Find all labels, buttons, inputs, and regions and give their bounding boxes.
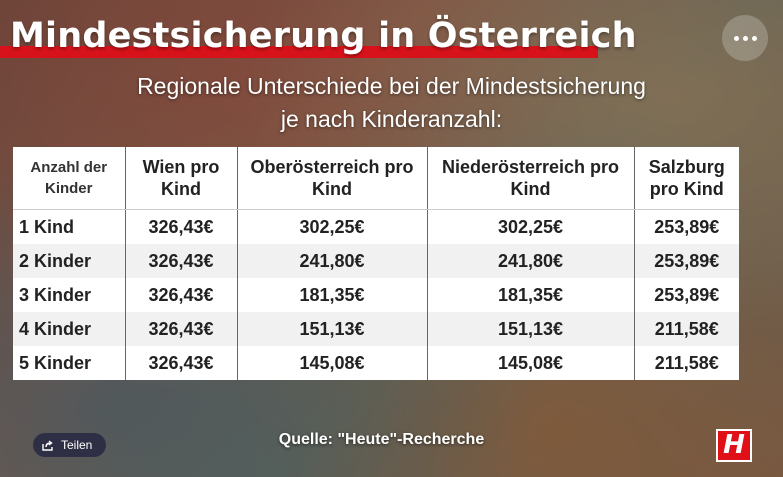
- table-cell: 302,25€: [236, 209, 427, 244]
- table-cell: 326,43€: [124, 312, 237, 346]
- more-options-icon: [733, 35, 739, 41]
- subtitle-line-2: je nach Kinderanzahl:: [280, 106, 503, 132]
- table-cell: 151,13€: [236, 312, 427, 346]
- column-header: Niederösterreich pro Kind: [426, 147, 634, 210]
- table-cell: 211,58€: [633, 312, 739, 346]
- source-caption: Quelle: "Heute"-Recherche: [278, 431, 485, 448]
- table-row: 3 Kinder 326,43€ 181,35€ 181,35€ 253,89€: [13, 278, 739, 312]
- more-options-button[interactable]: [722, 15, 768, 61]
- column-header: Salzburg pro Kind: [633, 147, 739, 210]
- table-cell: 241,80€: [236, 244, 427, 278]
- table-cell: 211,58€: [633, 346, 739, 380]
- table-row: 5 Kinder 326,43€ 145,08€ 145,08€ 211,58€: [13, 346, 739, 380]
- table-cell: 326,43€: [124, 209, 237, 244]
- table-cell: 302,25€: [426, 209, 634, 244]
- table-cell: 151,13€: [426, 312, 634, 346]
- row-label: 2 Kinder: [13, 244, 125, 278]
- column-header: Anzahl der Kinder: [13, 147, 125, 210]
- share-button[interactable]: Teilen: [33, 433, 106, 457]
- table-cell: 253,89€: [633, 278, 739, 312]
- table-cell: 181,35€: [426, 278, 634, 312]
- table-cell: 241,80€: [426, 244, 634, 278]
- table-cell: 253,89€: [633, 244, 739, 278]
- column-header: Wien pro Kind: [124, 147, 237, 210]
- table-cell: 326,43€: [124, 346, 237, 380]
- table-row: 2 Kinder 326,43€ 241,80€ 241,80€ 253,89€: [13, 244, 739, 278]
- data-table: Anzahl der Kinder Wien pro Kind Oberöste…: [13, 147, 739, 380]
- table-header-row: Anzahl der Kinder Wien pro Kind Oberöste…: [13, 147, 739, 210]
- table-cell: 326,43€: [124, 278, 237, 312]
- table-cell: 253,89€: [633, 209, 739, 244]
- table-cell: 326,43€: [124, 244, 237, 278]
- table-row: 1 Kind 326,43€ 302,25€ 302,25€ 253,89€: [13, 209, 739, 244]
- row-label: 3 Kinder: [19, 284, 92, 305]
- page-title: Mindestsicherung in Österreich: [10, 16, 637, 56]
- title-underline: [0, 46, 598, 58]
- row-label: 1 Kind: [19, 216, 75, 237]
- table-row: 4 Kinder 326,43€ 151,13€ 151,13€ 211,58€: [13, 312, 739, 346]
- table-cell: 145,08€: [236, 346, 427, 380]
- table-cell: 181,35€: [236, 278, 427, 312]
- heute-logo[interactable]: H: [716, 429, 752, 462]
- table-cell: 145,08€: [426, 346, 634, 380]
- logo-letter: H: [723, 430, 745, 460]
- row-label: 4 Kinder: [13, 312, 125, 346]
- subtitle: Regionale Unterschiede bei der Mindestsi…: [0, 70, 783, 136]
- share-icon: [42, 439, 53, 451]
- title-block: Mindestsicherung in Österreich: [0, 12, 637, 60]
- column-header: Oberösterreich pro Kind: [236, 147, 427, 210]
- subtitle-line-1: Regionale Unterschiede bei der Mindestsi…: [137, 73, 646, 99]
- row-label: 5 Kinder: [19, 352, 92, 373]
- share-label: Teilen: [61, 438, 93, 452]
